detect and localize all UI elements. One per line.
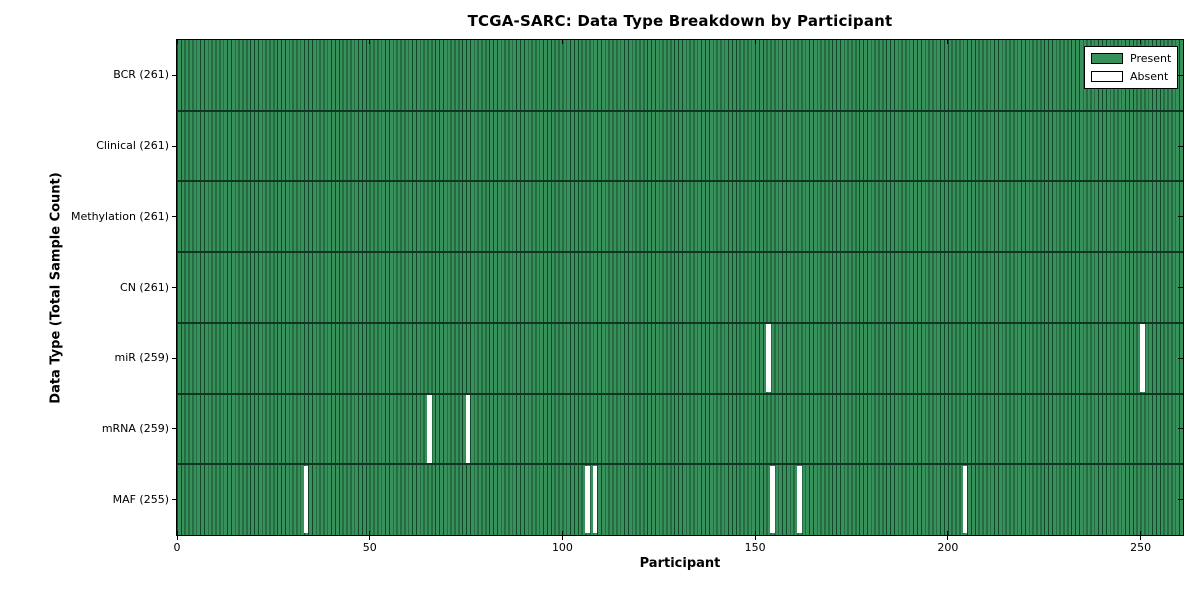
legend-label-absent: Absent [1130,70,1169,83]
heatmap-row-mrna [177,393,1183,465]
x-tick-mark [561,536,563,540]
x-tick-mark [176,536,178,540]
y-tick-label-bcr: BCR (261) [113,68,169,82]
x-tick-mark-inner [561,531,563,535]
x-tick-mark-inner [947,531,949,535]
row-separator [177,180,1183,183]
plot-area [176,39,1184,536]
y-tick-mark [172,216,177,218]
legend-label-present: Present [1130,52,1172,65]
y-tick-label-cn: CN (261) [120,280,169,294]
absent-gap-maf-106 [585,465,590,534]
row-separator [177,321,1183,324]
heatmap-row-cn [177,252,1183,323]
x-tick-mark-inner [177,531,178,535]
absent-gap-maf-154 [770,465,775,534]
x-tick-mark-inner [754,531,756,535]
x-tick-mark-top [947,40,949,44]
heatmap-row-mir [177,322,1183,394]
y-tick-mark-right [1178,74,1183,76]
x-tick-mark-inner [369,531,371,535]
x-tick-mark-top [1140,40,1142,44]
absent-gap-maf-161 [797,465,802,534]
x-tick-mark-top [369,40,371,44]
x-tick-mark [754,536,756,540]
y-tick-mark [172,74,177,76]
absent-swatch [1091,71,1123,82]
y-tick-label-clinical: Clinical (261) [96,139,169,153]
x-tick-label-250: 250 [1130,541,1152,554]
absent-gap-maf-204 [962,465,968,534]
y-tick-mark [172,428,177,430]
x-tick-label-0: 0 [173,541,181,554]
x-tick-mark-inner [1140,531,1142,535]
row-separator [177,463,1183,466]
y-tick-label-mir: miR (259) [114,351,170,365]
present-swatch [1091,53,1123,64]
row-separator [177,251,1183,254]
y-tick-mark [172,499,177,501]
x-tick-label-200: 200 [937,541,959,554]
x-tick-mark-top [177,40,178,44]
heatmap-row-methylation [177,181,1183,253]
y-tick-mark-right [1178,287,1183,288]
absent-gap-maf-108 [592,465,598,534]
x-tick-label-150: 150 [744,541,766,554]
y-tick-mark-right [1178,428,1183,430]
y-tick-mark-right [1178,216,1183,218]
y-tick-mark [172,145,177,147]
y-tick-label-maf: MAF (255) [112,492,169,506]
row-separator [177,109,1183,112]
y-tick-label-methylation: Methylation (261) [71,209,169,223]
heatmap-row-clinical [177,110,1183,182]
x-tick-mark [369,536,371,540]
absent-gap-mir-153 [766,324,771,393]
x-tick-mark [1140,536,1142,540]
absent-gap-mrna-75 [465,395,471,463]
y-tick-mark-right [1178,145,1183,147]
legend-item-absent: Absent [1091,70,1171,83]
legend: Present Absent [1084,46,1178,89]
x-tick-label-50: 50 [362,541,377,554]
y-tick-mark-right [1178,499,1183,501]
x-axis-label: Participant [639,556,721,571]
x-tick-mark-top [754,40,756,44]
y-tick-mark-right [1178,357,1183,359]
heatmap-row-maf [177,464,1183,535]
absent-gap-mrna-65 [427,395,432,463]
absent-gap-mir-250 [1140,324,1145,393]
x-tick-label-100: 100 [551,541,573,554]
heatmap-row-bcr [177,40,1183,111]
y-tick-mark [172,357,177,359]
chart-title: TCGA-SARC: Data Type Breakdown by Partic… [467,12,893,30]
absent-gap-maf-33 [303,465,309,534]
x-tick-mark-top [561,40,563,44]
y-tick-mark [172,287,177,288]
y-tick-label-mrna: mRNA (259) [101,421,169,435]
row-separator [177,392,1183,395]
x-tick-mark [947,536,949,540]
legend-item-present: Present [1091,52,1171,65]
